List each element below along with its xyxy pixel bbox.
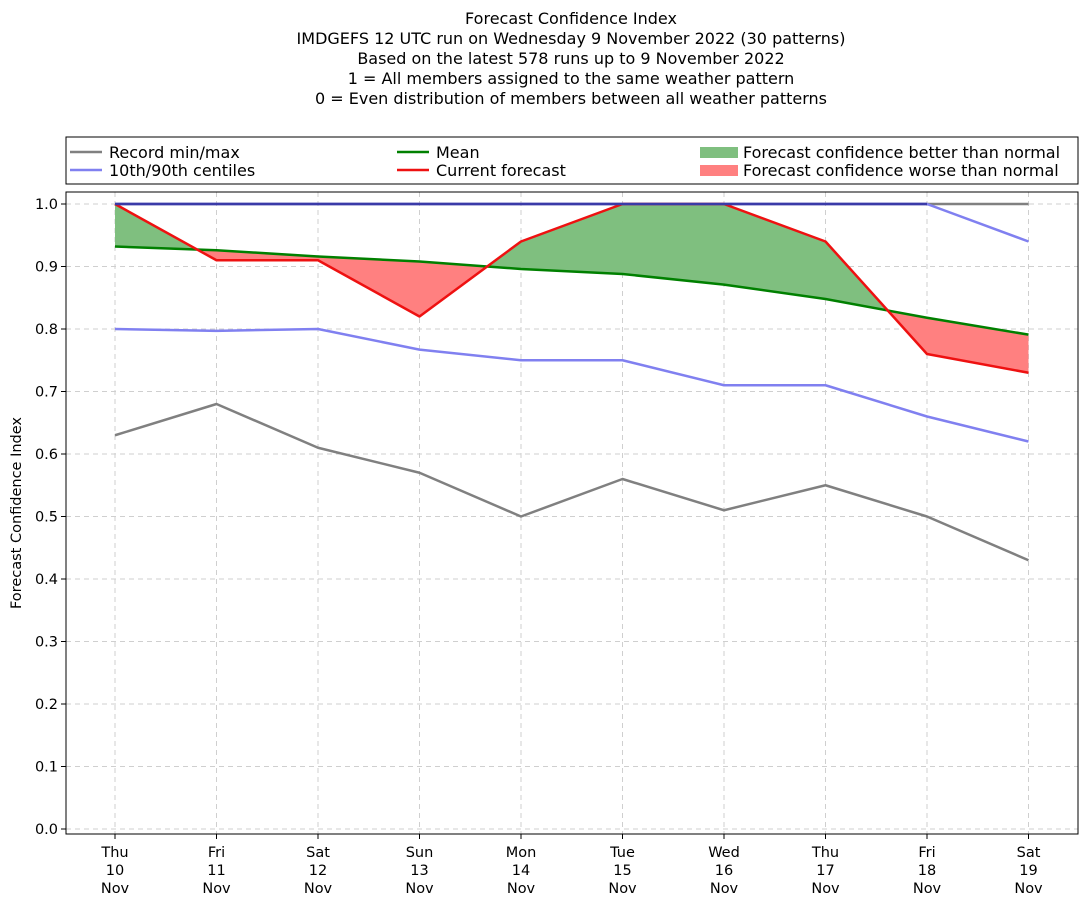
x-tick-label: Nov: [608, 881, 637, 897]
x-tick-label: 10: [106, 863, 124, 879]
x-tick-label: 12: [309, 863, 327, 879]
x-tick-label: 14: [512, 863, 530, 879]
chart-subtitle-line: 1 = All members assigned to the same wea…: [348, 69, 795, 88]
y-tick-label: 0.4: [35, 572, 58, 588]
legend-swatch-patch: [700, 147, 738, 158]
legend-entry-label: Forecast confidence worse than normal: [743, 161, 1059, 180]
x-tick-label: 17: [816, 863, 834, 879]
x-axis: Thu 10 Nov Fri 11 Nov Sat 12 Nov Sun 13 Nov Mon 14 Nov…: [100, 834, 1043, 897]
fill-better-than-normal: [521, 204, 623, 274]
legend-entry-label: Record min/max: [109, 143, 240, 162]
x-tick-label: Fri: [208, 845, 225, 861]
series-line-current: [114, 202, 1029, 374]
legend-box: [65, 136, 1079, 185]
x-tick-label: Nov: [1014, 881, 1043, 897]
y-tick-label: 1.0: [35, 197, 58, 213]
legend-swatch-patch: [700, 165, 738, 176]
series-line-record-min: [114, 402, 1029, 562]
x-tick-label: 19: [1019, 863, 1037, 879]
series-lines: [114, 202, 1029, 562]
x-tick-label: Thu: [100, 845, 128, 861]
x-tick-label: Wed: [708, 845, 740, 861]
grid-lines: [66, 192, 1078, 834]
x-tick-label: Nov: [304, 881, 333, 897]
x-tick-label: Nov: [202, 881, 231, 897]
legend-entry-label: Mean: [436, 143, 480, 162]
x-tick-label: 13: [410, 863, 428, 879]
x-tick-label: Nov: [811, 881, 840, 897]
fill-better-than-normal: [622, 204, 724, 285]
x-tick-label: 11: [207, 863, 225, 879]
x-tick-label: Mon: [506, 845, 537, 861]
chart-subtitle-line: Based on the latest 578 runs up to 9 Nov…: [357, 49, 784, 68]
chart-title-main: Forecast Confidence Index: [465, 9, 677, 28]
x-tick-label: 16: [715, 863, 733, 879]
x-tick-label: Nov: [710, 881, 739, 897]
x-tick-label: Fri: [918, 845, 935, 861]
y-axis: 0.0 0.1 0.2 0.3 0.4 0.5 0.6 0.7 0.8 0.9 1.0: [35, 197, 66, 838]
y-tick-label: 0.0: [35, 822, 58, 838]
y-tick-label: 0.8: [35, 322, 58, 338]
x-tick-label: Nov: [405, 881, 434, 897]
x-tick-label: 15: [613, 863, 631, 879]
y-tick-label: 0.3: [35, 635, 58, 651]
plot-frame: [65, 191, 1079, 835]
y-tick-label: 0.1: [35, 760, 58, 776]
x-tick-label: Thu: [811, 845, 839, 861]
confidence-fill-areas: [115, 204, 1029, 373]
x-tick-label: Sun: [406, 845, 434, 861]
series-line-p10: [114, 327, 1029, 443]
x-tick-label: Sat: [1017, 845, 1041, 861]
legend-entry-label: Current forecast: [436, 161, 566, 180]
y-tick-label: 0.5: [35, 510, 58, 526]
chart-legend: Record min/max Mean Forecast confidence be…: [65, 136, 1079, 185]
series-line-mean: [114, 245, 1029, 336]
fill-better-than-normal: [724, 204, 826, 299]
legend-entry-label: 10th/90th centiles: [109, 161, 255, 180]
legend-entry-label: Forecast confidence better than normal: [743, 143, 1060, 162]
y-tick-label: 0.9: [35, 260, 58, 276]
x-tick-label: Nov: [101, 881, 130, 897]
chart-subtitle-line: IMDGEFS 12 UTC run on Wednesday 9 Novemb…: [297, 29, 846, 48]
x-tick-label: Nov: [507, 881, 536, 897]
y-tick-label: 0.2: [35, 697, 58, 713]
x-tick-label: Nov: [913, 881, 942, 897]
x-tick-label: Sat: [306, 845, 330, 861]
y-tick-label: 0.7: [35, 385, 58, 401]
x-tick-label: Tue: [609, 845, 635, 861]
y-axis-label: Forecast Confidence Index: [9, 417, 25, 609]
y-tick-label: 0.6: [35, 447, 58, 463]
chart-subtitle-line: 0 = Even distribution of members between…: [315, 89, 827, 108]
x-tick-label: 18: [918, 863, 936, 879]
